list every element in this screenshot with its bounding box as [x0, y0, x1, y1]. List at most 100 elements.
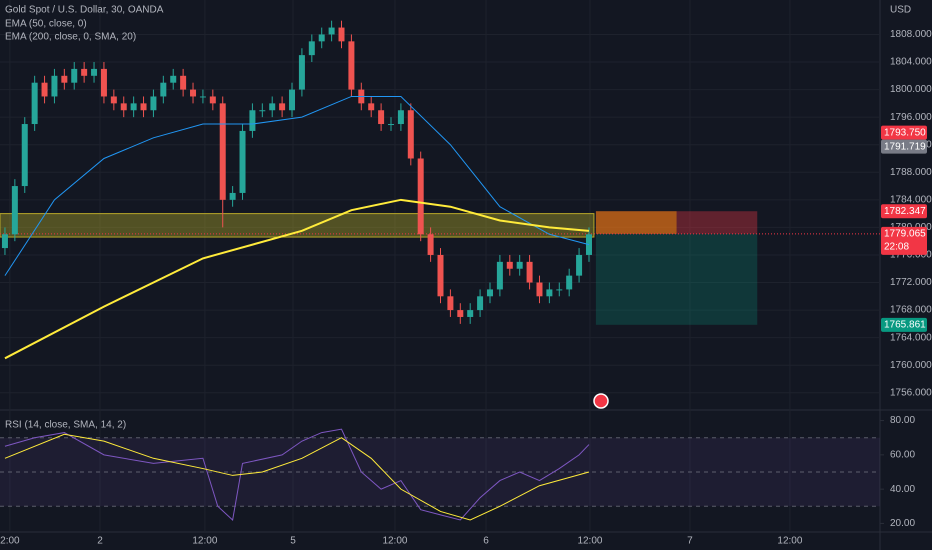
candle-body: [407, 110, 414, 159]
candle-body: [91, 68, 98, 76]
y-tick-label: 1760.000: [890, 360, 932, 371]
candle-body: [308, 41, 315, 56]
candle-body: [71, 68, 78, 83]
position-marker: [595, 211, 677, 234]
candle-body: [516, 261, 523, 269]
candle-body: [556, 289, 563, 291]
y-tick-label: 1800.000: [890, 84, 932, 95]
target-label: 1765.861: [884, 319, 926, 330]
candle-body: [585, 234, 592, 255]
candle-body: [21, 124, 28, 187]
candle-body: [496, 261, 503, 290]
candle-body: [417, 158, 424, 235]
candle-body: [150, 96, 157, 111]
candle-body: [140, 103, 147, 111]
stop-label: 1782.347: [884, 206, 926, 217]
y-tick-label: 1796.000: [890, 112, 932, 123]
price-label: 1793.750: [884, 127, 926, 138]
y-tick-label: 1808.000: [890, 29, 932, 40]
candle-body: [249, 110, 256, 131]
candle-body: [170, 75, 177, 83]
indicator-label: EMA (50, close, 0): [5, 19, 87, 30]
price-label-bg: [881, 125, 927, 140]
candle-body: [566, 275, 573, 290]
candle-body: [51, 75, 58, 97]
candle-body: [486, 289, 493, 297]
target-label-bg: [881, 317, 927, 332]
candle-body: [180, 75, 187, 90]
y-tick-label: 1768.000: [890, 305, 932, 316]
candle-body: [239, 130, 246, 193]
candle-body: [576, 254, 583, 276]
zone: [0, 213, 595, 238]
rsi-line: [4, 428, 590, 521]
candle-body: [110, 96, 117, 104]
target-zone: [595, 233, 758, 325]
candle-body: [279, 103, 286, 111]
candle-body: [328, 27, 335, 35]
candle-body: [457, 310, 464, 317]
chart-title: Gold Spot / U.S. Dollar, 30, OANDA: [5, 5, 164, 16]
y-tick-label: 1772.000: [890, 277, 932, 288]
candle-body: [447, 296, 454, 311]
rsi-title: RSI (14, close, SMA, 14, 2): [5, 420, 126, 431]
candle-body: [100, 68, 107, 97]
x-tick-label: 7: [687, 536, 693, 547]
stop-label-bg: [881, 204, 927, 219]
rsi-tick-label: 40.00: [890, 484, 915, 495]
x-tick-label: 2: [97, 536, 103, 547]
rsi-tick-label: 60.00: [890, 449, 915, 460]
rsi-tick-label: 80.00: [890, 415, 915, 426]
candle-body: [61, 75, 68, 83]
candle-body: [81, 68, 88, 76]
entry-label-countdown: 22:08: [884, 241, 909, 252]
candle-body: [506, 261, 513, 269]
candle-body: [467, 310, 474, 317]
y-tick-label: 1788.000: [890, 167, 932, 178]
x-tick-label: 12:00: [577, 536, 602, 547]
x-tick-label: 12:00: [777, 536, 802, 547]
candle-body: [318, 34, 325, 42]
y-tick-label: 1804.000: [890, 57, 932, 68]
event-flag: [593, 393, 609, 409]
candle-body: [526, 261, 533, 283]
currency: USD: [890, 5, 911, 16]
y-tick-label: 1776.000: [890, 250, 932, 261]
candle-body: [388, 124, 395, 126]
candle-body: [368, 103, 375, 111]
entry-label: 1779.065: [884, 228, 926, 239]
x-tick-label: 5: [290, 536, 296, 547]
candle-body: [427, 234, 434, 255]
candle-body: [229, 192, 236, 200]
candle-body: [338, 27, 345, 42]
candle-body: [31, 82, 38, 125]
candle-body: [120, 103, 127, 111]
y-tick-label: 1784.000: [890, 194, 932, 205]
candle-body: [130, 103, 137, 111]
x-tick-label: 12:00: [192, 536, 217, 547]
candle-body: [477, 296, 484, 311]
candle-body: [219, 103, 226, 200]
rsi-tick-label: 20.00: [890, 518, 915, 529]
candle-body: [199, 96, 206, 98]
x-tick-label: 2:00: [0, 536, 20, 547]
candle-body: [41, 82, 48, 97]
candle-body: [536, 282, 543, 297]
candle-body: [397, 110, 404, 125]
candle-body: [11, 186, 18, 235]
candle-body: [289, 89, 296, 111]
candle-body: [378, 110, 385, 125]
candle-body: [348, 41, 355, 90]
y-tick-label: 1756.000: [890, 387, 932, 398]
y-tick-label: 1764.000: [890, 332, 932, 343]
candle-body: [1, 234, 8, 249]
ema200-line: [4, 198, 590, 360]
x-tick-label: 6: [483, 536, 489, 547]
candle-body: [259, 110, 266, 112]
candle-body: [209, 96, 216, 104]
price-label-bg: [881, 139, 927, 154]
stop-zone: [595, 211, 758, 234]
indicator-label: EMA (200, close, 0, SMA, 20): [5, 32, 136, 43]
candle-body: [298, 55, 305, 90]
